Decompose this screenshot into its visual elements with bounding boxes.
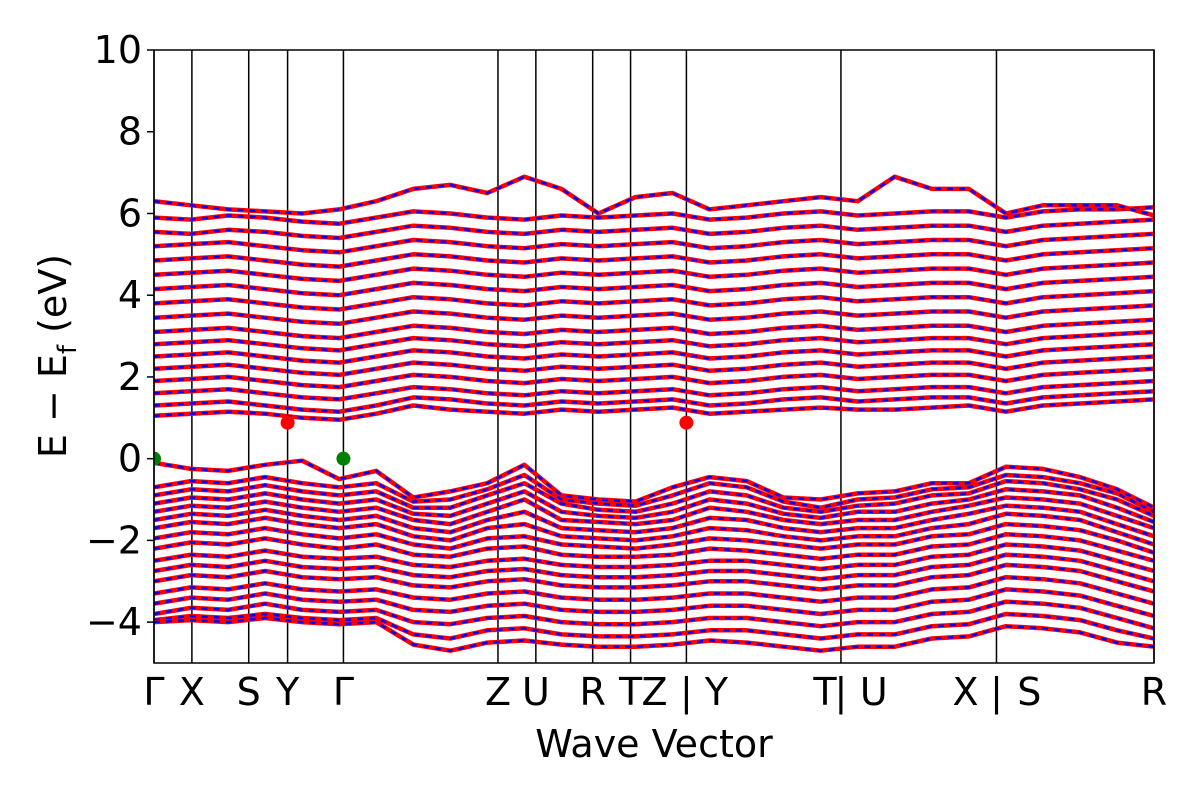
band-line-spin-down: [154, 459, 1154, 509]
band-line-spin-up: [154, 288, 1154, 312]
y-tick-label: 6: [118, 191, 142, 235]
band-line-spin-down: [154, 496, 1154, 530]
vbm-marker: [336, 451, 351, 466]
band-line-spin-up: [154, 388, 1154, 414]
band-line-spin-down: [154, 522, 1154, 554]
cbm-marker: [280, 415, 295, 430]
band-line-spin-down: [154, 553, 1154, 583]
band-edge-markers: [154, 415, 694, 466]
x-tick-label: R: [579, 670, 605, 714]
band-line-spin-up: [154, 217, 1154, 241]
x-tick-label: Z: [641, 670, 667, 714]
x-tick-label: X: [953, 670, 979, 714]
band-line-spin-down: [154, 473, 1154, 513]
band-line-spin-down: [154, 575, 1154, 605]
band-line-spin-down: [154, 616, 1154, 652]
band-line-spin-down: [154, 612, 1154, 640]
band-line-spin-down: [154, 600, 1154, 630]
band-line-spin-down: [154, 512, 1154, 546]
y-axis-label: E − Ef (eV): [31, 254, 83, 458]
band-line-spin-up: [154, 329, 1154, 353]
x-tick-label: T: [812, 670, 837, 714]
band-line-spin-up: [154, 303, 1154, 327]
band-line-spin-up: [154, 205, 1154, 226]
x-tick-label: Y: [275, 670, 300, 714]
band-line-spin-up: [154, 245, 1154, 269]
band-line-spin-down: [154, 533, 1154, 563]
band-line-spin-down: [154, 175, 1154, 217]
x-tick-label: R: [1141, 670, 1167, 714]
x-axis-ticks: Γ X S Y Γ Z U R T Z | Y T| U X | S R: [143, 670, 1167, 715]
x-tick-label: Y: [704, 670, 729, 714]
band-line-spin-down: [154, 479, 1154, 518]
band-line-spin-down: [154, 563, 1154, 593]
y-tick-label: −4: [86, 600, 142, 644]
band-line-spin-up: [154, 354, 1154, 378]
x-tick-label: |: [990, 670, 1003, 715]
y-tick-label: 10: [94, 28, 142, 72]
band-line-spin-down: [154, 488, 1154, 524]
x-tick-label: T: [618, 670, 643, 714]
band-line-spin-up: [154, 274, 1154, 298]
x-axis-label: Wave Vector: [535, 722, 773, 766]
band-line-spin-up: [154, 366, 1154, 390]
band-line-spin-down: [154, 543, 1154, 573]
band-lines: [154, 174, 1154, 653]
band-line-spin-up: [154, 378, 1154, 402]
y-tick-label: −2: [86, 518, 142, 562]
x-tick-label: Z: [485, 670, 511, 714]
y-axis-ticks: −4 −2 0 2 4 6 8 10: [86, 28, 154, 644]
x-tick-label: X: [179, 670, 205, 714]
y-tick-label: 2: [118, 355, 142, 399]
x-tick-label: |: [835, 670, 848, 715]
y-tick-label: 8: [118, 110, 142, 154]
band-line-spin-up: [154, 260, 1154, 284]
band-line-spin-down: [154, 588, 1154, 618]
x-tick-label: Γ: [143, 670, 164, 714]
vbm-marker: [154, 451, 161, 466]
x-tick-label: S: [1017, 670, 1041, 714]
cbm-marker: [679, 415, 694, 430]
y-tick-label: 0: [118, 437, 142, 481]
band-line-spin-down: [154, 504, 1154, 538]
x-tick-label: U: [522, 670, 550, 714]
y-tick-label: 4: [118, 273, 142, 317]
band-line-spin-up: [154, 317, 1154, 341]
band-line-spin-up: [154, 397, 1154, 423]
x-tick-label: Γ: [333, 670, 354, 714]
x-tick-label: U: [860, 670, 888, 714]
plot-frame: [153, 49, 1155, 664]
band-line-spin-up: [154, 231, 1154, 255]
x-tick-label: |: [680, 670, 693, 715]
band-line-spin-up: [154, 341, 1154, 365]
x-tick-label: S: [237, 670, 261, 714]
